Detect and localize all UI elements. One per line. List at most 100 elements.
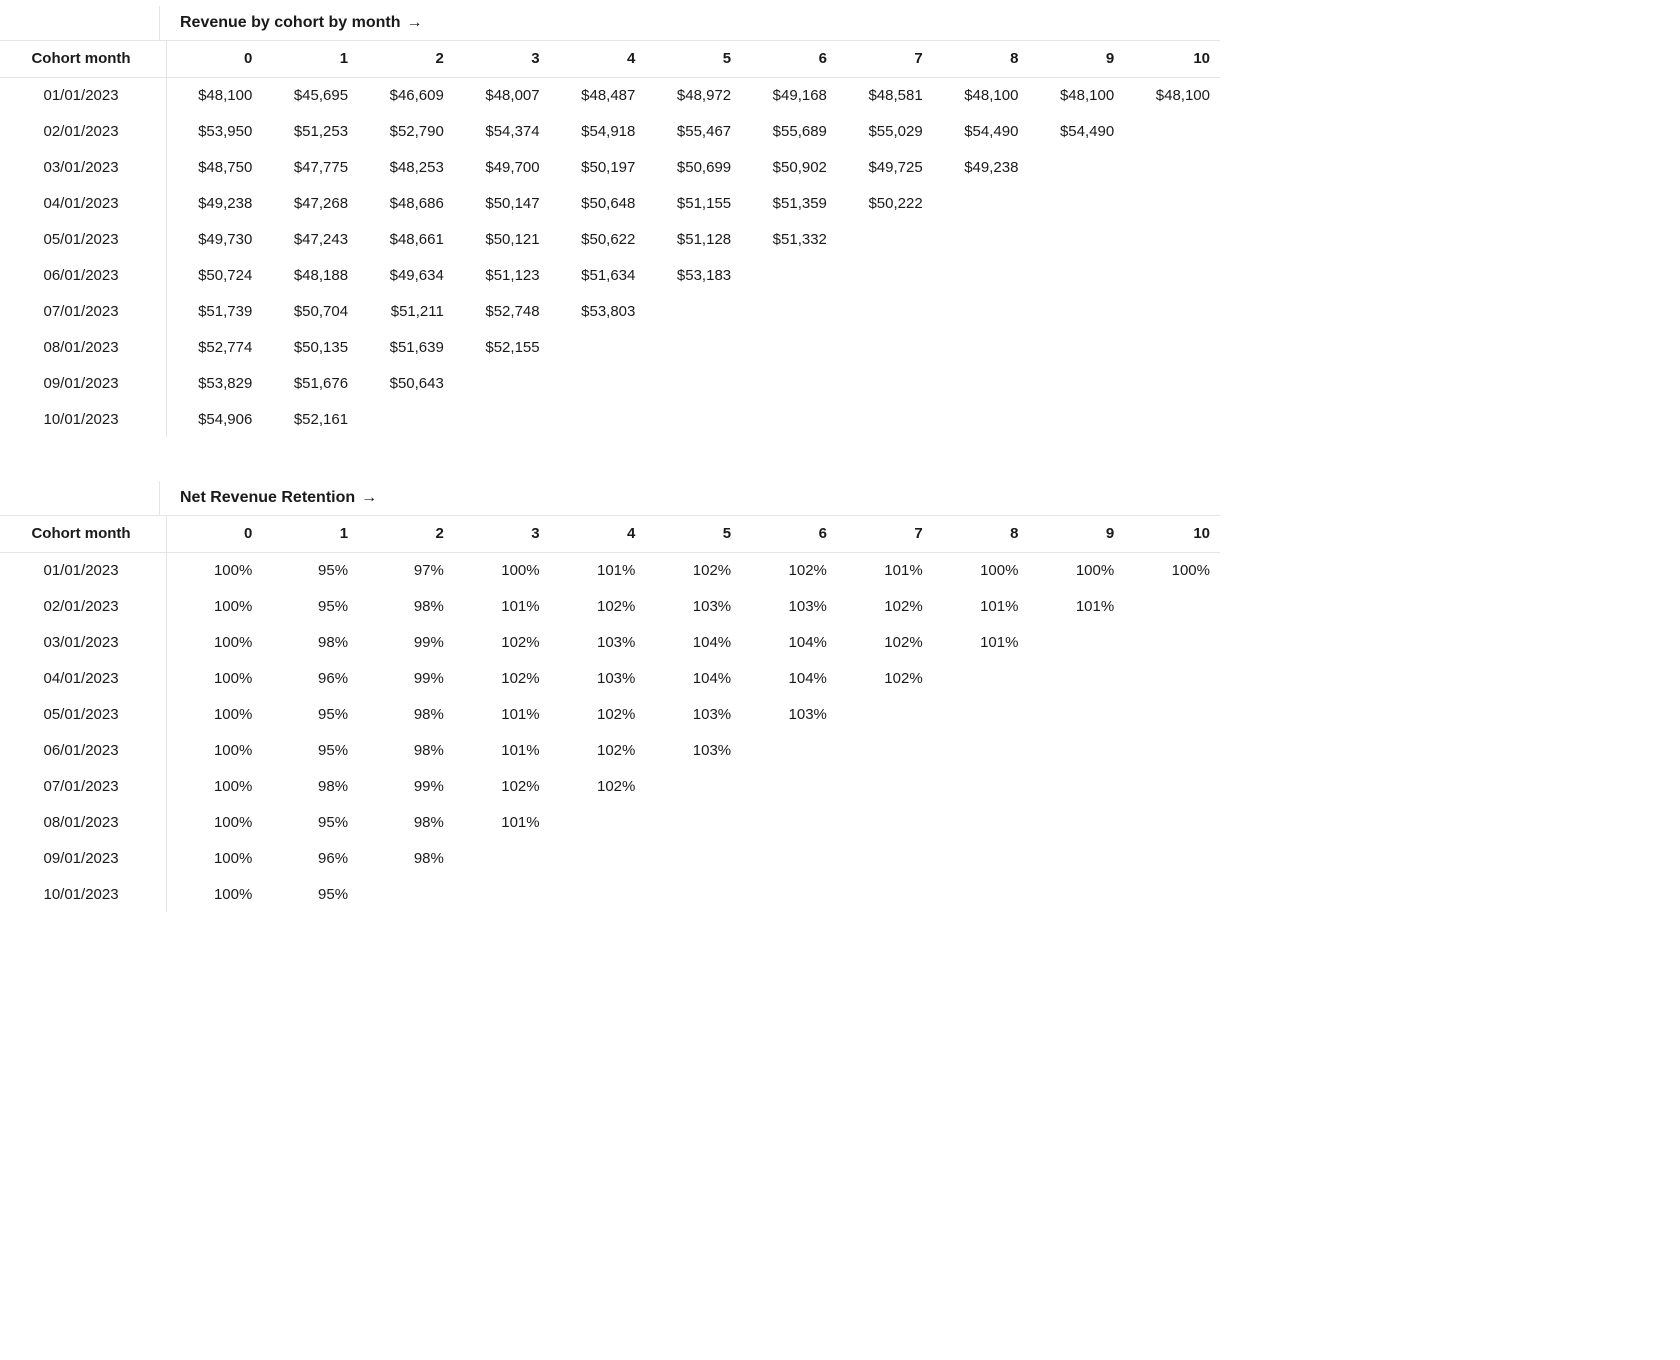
data-cell: $55,689: [741, 113, 837, 149]
col-header: 3: [454, 41, 550, 77]
data-cell: 100%: [933, 552, 1029, 588]
table-row: 08/01/2023100%95%98%101%: [0, 804, 1220, 840]
data-cell: 98%: [358, 588, 454, 624]
col-header: 9: [1028, 41, 1124, 77]
data-cell: [1124, 588, 1220, 624]
section-title-row: Net Revenue Retention →: [0, 481, 1220, 516]
data-cell: [1028, 185, 1124, 221]
section-title-text: Revenue by cohort by month: [180, 14, 400, 32]
data-cell: 98%: [262, 768, 358, 804]
data-cell: $52,774: [167, 329, 263, 365]
data-cell: $48,487: [550, 77, 646, 113]
col-header: 0: [167, 41, 263, 77]
data-cell: 103%: [741, 588, 837, 624]
row-label: 03/01/2023: [0, 624, 167, 660]
data-cell: [550, 804, 646, 840]
data-cell: [933, 840, 1029, 876]
col-header: 2: [358, 41, 454, 77]
data-cell: 96%: [262, 660, 358, 696]
data-cell: [741, 365, 837, 401]
data-cell: 101%: [454, 696, 550, 732]
data-cell: [1028, 840, 1124, 876]
row-label: 10/01/2023: [0, 876, 167, 912]
table-row: 08/01/2023$52,774$50,135$51,639$52,155: [0, 329, 1220, 365]
data-cell: 103%: [645, 588, 741, 624]
data-cell: $48,007: [454, 77, 550, 113]
col-header: 10: [1124, 516, 1220, 552]
data-cell: [1124, 732, 1220, 768]
data-cell: $54,918: [550, 113, 646, 149]
data-cell: $47,775: [262, 149, 358, 185]
data-cell: [1124, 840, 1220, 876]
data-cell: $49,238: [167, 185, 263, 221]
data-cell: $48,253: [358, 149, 454, 185]
row-label: 06/01/2023: [0, 257, 167, 293]
data-cell: [550, 876, 646, 912]
data-cell: [358, 876, 454, 912]
data-cell: $52,161: [262, 401, 358, 437]
data-cell: 102%: [550, 588, 646, 624]
data-cell: 95%: [262, 804, 358, 840]
data-cell: [1124, 660, 1220, 696]
data-cell: 101%: [454, 732, 550, 768]
data-cell: 99%: [358, 768, 454, 804]
data-cell: $51,676: [262, 365, 358, 401]
table-row: 05/01/2023$49,730$47,243$48,661$50,121$5…: [0, 221, 1220, 257]
data-cell: [741, 257, 837, 293]
data-cell: $49,168: [741, 77, 837, 113]
revenue-cohort-section: Revenue by cohort by month → Cohort mont…: [0, 6, 1220, 437]
data-cell: $48,972: [645, 77, 741, 113]
data-cell: [1028, 696, 1124, 732]
data-cell: 102%: [454, 660, 550, 696]
row-label: 07/01/2023: [0, 293, 167, 329]
table-row: 07/01/2023100%98%99%102%102%: [0, 768, 1220, 804]
data-cell: [933, 257, 1029, 293]
data-cell: [741, 401, 837, 437]
data-cell: [741, 768, 837, 804]
data-cell: 104%: [741, 660, 837, 696]
data-cell: 102%: [550, 768, 646, 804]
data-cell: 98%: [358, 732, 454, 768]
data-cell: [1124, 221, 1220, 257]
row-label: 01/01/2023: [0, 552, 167, 588]
row-header-label: Cohort month: [0, 41, 167, 77]
data-cell: [1124, 149, 1220, 185]
data-cell: 103%: [550, 624, 646, 660]
data-cell: [933, 365, 1029, 401]
data-cell: [1028, 329, 1124, 365]
data-cell: [933, 732, 1029, 768]
data-cell: [837, 329, 933, 365]
row-label: 03/01/2023: [0, 149, 167, 185]
col-header: 10: [1124, 41, 1220, 77]
section-title-row: Revenue by cohort by month →: [0, 6, 1220, 41]
data-cell: [837, 804, 933, 840]
data-cell: [933, 696, 1029, 732]
table-row: 03/01/2023100%98%99%102%103%104%104%102%…: [0, 624, 1220, 660]
data-cell: [550, 840, 646, 876]
nrr-cohort-table: Cohort month 0 1 2 3 4 5 6 7 8 9 10 01/0…: [0, 516, 1220, 912]
data-cell: [1124, 804, 1220, 840]
table-row: 04/01/2023$49,238$47,268$48,686$50,147$5…: [0, 185, 1220, 221]
row-label: 01/01/2023: [0, 77, 167, 113]
data-cell: $50,222: [837, 185, 933, 221]
data-cell: 101%: [933, 624, 1029, 660]
data-cell: $51,739: [167, 293, 263, 329]
data-cell: [550, 401, 646, 437]
data-cell: $46,609: [358, 77, 454, 113]
data-cell: [645, 804, 741, 840]
data-cell: $51,155: [645, 185, 741, 221]
table-row: 09/01/2023100%96%98%: [0, 840, 1220, 876]
table-row: 01/01/2023$48,100$45,695$46,609$48,007$4…: [0, 77, 1220, 113]
arrow-right-icon: →: [361, 489, 377, 507]
data-cell: 102%: [454, 768, 550, 804]
data-cell: $52,748: [454, 293, 550, 329]
data-cell: $50,699: [645, 149, 741, 185]
table-row: 06/01/2023100%95%98%101%102%103%: [0, 732, 1220, 768]
data-cell: [645, 293, 741, 329]
data-cell: $53,829: [167, 365, 263, 401]
data-cell: 100%: [167, 696, 263, 732]
page: Revenue by cohort by month → Cohort mont…: [0, 0, 1220, 976]
data-cell: [1028, 660, 1124, 696]
row-label: 04/01/2023: [0, 660, 167, 696]
data-cell: $50,902: [741, 149, 837, 185]
